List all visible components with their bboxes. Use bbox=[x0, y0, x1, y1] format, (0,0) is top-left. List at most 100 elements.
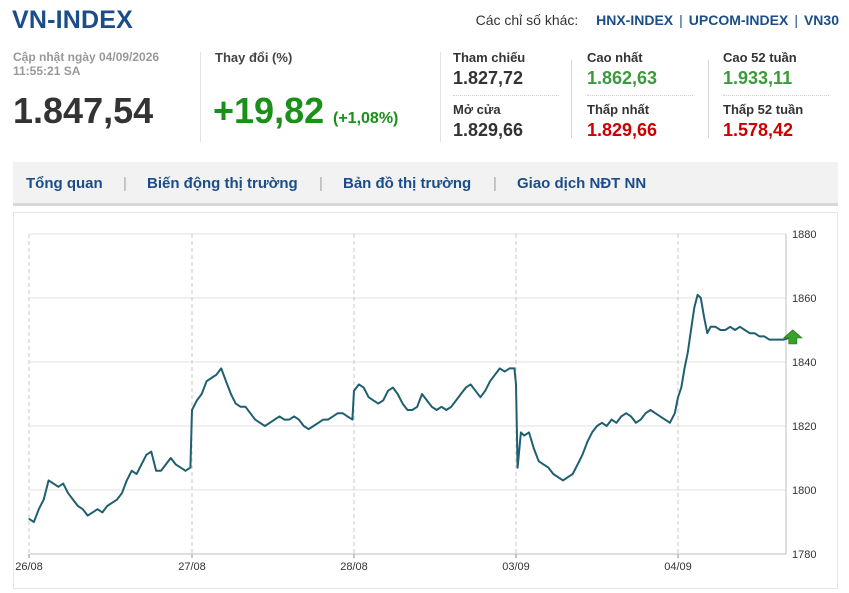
data-point bbox=[189, 467, 191, 469]
divider bbox=[440, 52, 441, 142]
data-point bbox=[82, 508, 84, 510]
data-point bbox=[67, 492, 69, 494]
data-point bbox=[327, 419, 329, 421]
low52-value: 1.578,42 bbox=[723, 120, 794, 140]
low52-label: Thấp 52 tuần bbox=[723, 102, 804, 117]
divider bbox=[587, 95, 693, 96]
data-point bbox=[382, 399, 384, 401]
data-point bbox=[533, 447, 535, 449]
data-point bbox=[269, 422, 271, 424]
data-point bbox=[630, 415, 632, 417]
data-point bbox=[577, 463, 579, 465]
data-point bbox=[312, 425, 315, 427]
index-title: VN-INDEX bbox=[12, 6, 134, 34]
tab-separator: | bbox=[123, 175, 127, 192]
data-point bbox=[611, 419, 613, 421]
high-value: 1.862,63 bbox=[587, 68, 658, 88]
data-point bbox=[421, 393, 423, 395]
open-label: Mở cửa bbox=[453, 102, 501, 117]
data-point bbox=[206, 380, 208, 382]
data-point bbox=[479, 396, 481, 398]
update-date: Cập nhật ngày 04/09/2026 bbox=[13, 50, 160, 64]
data-point bbox=[368, 396, 370, 398]
data-point bbox=[572, 473, 574, 475]
data-point bbox=[264, 425, 266, 427]
data-point bbox=[754, 332, 756, 334]
x-tick-label: 28/08 bbox=[340, 561, 368, 573]
data-point bbox=[215, 374, 217, 376]
data-point bbox=[445, 409, 447, 411]
data-point bbox=[729, 326, 731, 328]
data-point bbox=[484, 390, 486, 392]
link-upcom-index[interactable]: UPCOM-INDEX bbox=[688, 12, 789, 28]
tab-bar: Tổng quan | Biến động thị trường | Bản đ… bbox=[13, 162, 838, 206]
link-hnx-index[interactable]: HNX-INDEX bbox=[596, 12, 674, 28]
data-point bbox=[538, 460, 540, 462]
tab-foreign-trading[interactable]: Giao dịch NĐT NN bbox=[517, 175, 647, 192]
data-point bbox=[504, 371, 506, 373]
data-point bbox=[38, 508, 40, 510]
data-point bbox=[489, 380, 491, 382]
data-point bbox=[278, 415, 281, 417]
data-point bbox=[620, 415, 622, 417]
data-point bbox=[431, 406, 433, 408]
data-point bbox=[411, 409, 413, 411]
data-point bbox=[288, 419, 290, 421]
data-point bbox=[654, 412, 656, 414]
data-point bbox=[145, 454, 147, 456]
data-point bbox=[744, 329, 746, 331]
data-point bbox=[683, 367, 686, 369]
y-tick-label: 1860 bbox=[792, 293, 816, 305]
tab-overview[interactable]: Tổng quan bbox=[26, 175, 103, 192]
data-point bbox=[210, 377, 212, 379]
y-tick-label: 1840 bbox=[792, 357, 816, 369]
data-point bbox=[235, 403, 237, 405]
data-point bbox=[700, 297, 702, 299]
link-vn30[interactable]: VN30 bbox=[803, 12, 839, 28]
data-point bbox=[465, 387, 467, 389]
data-point bbox=[303, 425, 305, 427]
data-point bbox=[697, 294, 699, 296]
data-point bbox=[517, 467, 519, 469]
data-point bbox=[322, 419, 324, 421]
ref-value: 1.827,72 bbox=[453, 68, 524, 88]
tab-market-movement[interactable]: Biến động thị trường bbox=[147, 175, 298, 192]
data-point bbox=[758, 335, 761, 337]
tab-market-map[interactable]: Bản đồ thị trường bbox=[343, 175, 472, 192]
data-point bbox=[33, 521, 35, 523]
data-point bbox=[596, 425, 598, 427]
data-point bbox=[274, 419, 276, 421]
data-point bbox=[455, 399, 457, 401]
data-point bbox=[436, 409, 438, 411]
data-point bbox=[547, 467, 550, 469]
data-point bbox=[72, 499, 74, 501]
y-tick-label: 1800 bbox=[792, 485, 816, 497]
data-point bbox=[635, 422, 637, 424]
data-point bbox=[586, 441, 588, 443]
data-point bbox=[719, 329, 722, 331]
data-point bbox=[126, 479, 128, 481]
divider bbox=[200, 52, 201, 142]
tab-separator: | bbox=[493, 175, 497, 192]
y-tick-label: 1880 bbox=[792, 229, 816, 241]
data-point bbox=[317, 422, 319, 424]
x-tick-label: 03/09 bbox=[502, 561, 530, 573]
data-point bbox=[337, 412, 339, 414]
x-tick-label: 04/09 bbox=[664, 561, 692, 573]
data-point bbox=[240, 406, 242, 408]
data-point bbox=[649, 409, 652, 411]
data-point bbox=[783, 339, 785, 341]
data-point bbox=[581, 454, 584, 456]
data-point bbox=[601, 422, 603, 424]
data-point bbox=[358, 383, 360, 385]
data-point bbox=[416, 406, 418, 408]
last-price-up-arrow-icon bbox=[782, 329, 803, 345]
data-point bbox=[523, 435, 525, 437]
data-point bbox=[363, 387, 365, 389]
data-point bbox=[778, 339, 780, 341]
update-time: Cập nhật ngày 04/09/2026 11:55:21 SA bbox=[13, 50, 159, 78]
data-point bbox=[308, 428, 310, 430]
data-point bbox=[150, 451, 152, 453]
low-label: Thấp nhất bbox=[587, 102, 650, 117]
data-point bbox=[690, 329, 692, 331]
